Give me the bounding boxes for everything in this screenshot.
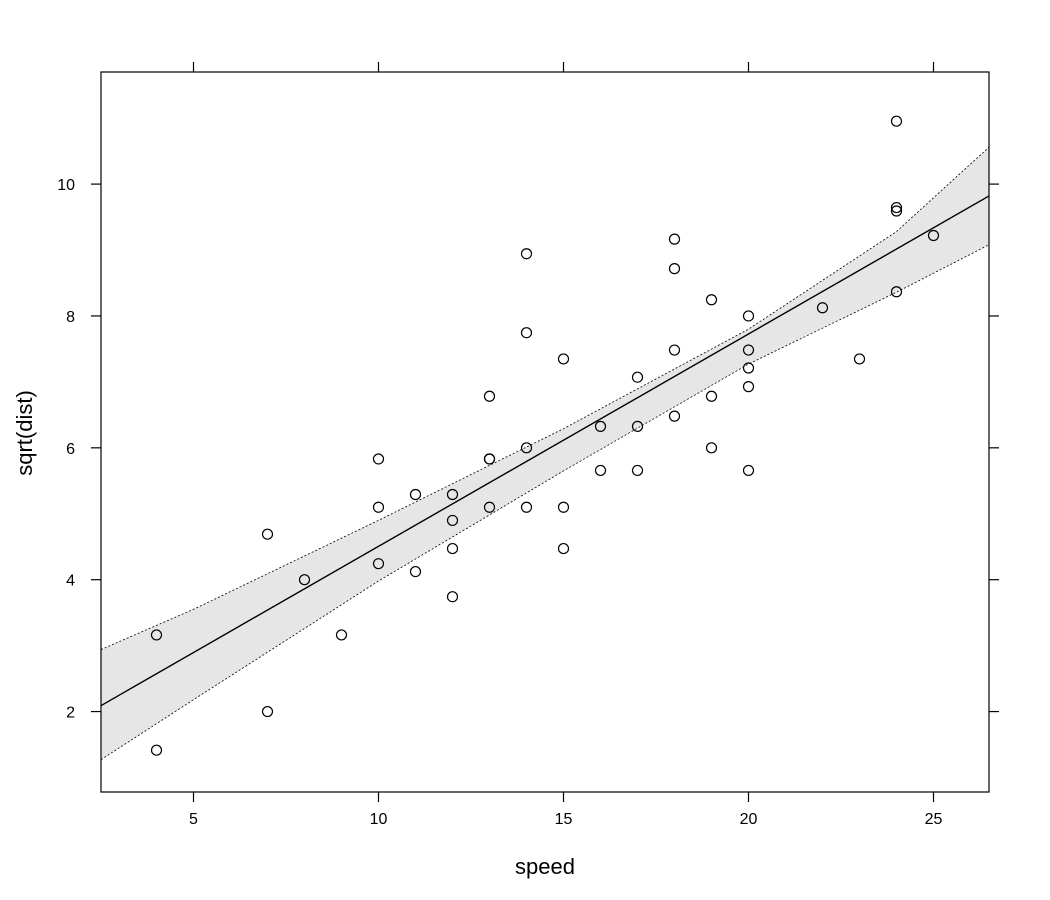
x-tick-label: 20 xyxy=(740,811,758,828)
data-point xyxy=(446,514,459,527)
data-point xyxy=(853,353,866,365)
data-point xyxy=(742,381,755,393)
data-point xyxy=(483,453,496,465)
data-point xyxy=(520,501,533,513)
data-point xyxy=(483,501,496,513)
data-point xyxy=(446,591,459,603)
y-tick-label: 6 xyxy=(66,441,75,458)
confidence-band-lower xyxy=(101,244,989,761)
data-point xyxy=(668,233,681,245)
y-tick-label: 2 xyxy=(66,705,75,722)
data-point xyxy=(668,410,681,422)
x-tick-label: 5 xyxy=(189,811,198,828)
data-point xyxy=(742,310,755,322)
data-point xyxy=(927,229,940,242)
x-tick-label: 10 xyxy=(370,811,388,828)
fit-line-layer xyxy=(101,195,989,707)
data-point xyxy=(594,420,607,432)
data-point xyxy=(742,344,755,356)
data-point xyxy=(483,390,496,402)
data-point xyxy=(372,558,385,570)
data-point xyxy=(446,542,459,555)
y-tick-label: 4 xyxy=(66,573,75,590)
data-point xyxy=(631,371,644,383)
data-point xyxy=(150,629,163,641)
data-point xyxy=(557,542,570,555)
data-point xyxy=(298,574,311,586)
data-point xyxy=(890,205,903,217)
data-point xyxy=(372,501,385,513)
data-point xyxy=(150,744,163,756)
data-point xyxy=(520,248,533,260)
x-tick-label: 25 xyxy=(925,811,943,828)
data-point xyxy=(261,705,274,718)
data-point xyxy=(890,115,903,127)
data-point xyxy=(261,528,274,540)
data-point xyxy=(335,629,348,641)
data-point xyxy=(557,353,570,365)
data-point xyxy=(409,565,422,578)
data-point xyxy=(409,488,422,501)
data-point xyxy=(742,362,755,374)
plot-frame xyxy=(100,71,990,793)
data-point xyxy=(520,442,533,454)
data-points-layer xyxy=(150,115,940,756)
x-tick-label: 15 xyxy=(555,811,573,828)
data-point xyxy=(631,420,644,432)
data-point xyxy=(594,464,607,477)
data-point xyxy=(705,442,718,454)
confidence-band-layer xyxy=(101,146,989,761)
data-point xyxy=(705,294,718,306)
data-point xyxy=(557,501,570,513)
confidence-band-upper xyxy=(101,146,989,650)
y-tick-label: 8 xyxy=(66,309,75,326)
confidence-band-fill xyxy=(101,147,989,760)
data-point xyxy=(668,344,681,356)
fit-line xyxy=(101,195,989,707)
data-point xyxy=(372,453,385,465)
y-tick-label: 10 xyxy=(57,177,75,194)
data-point xyxy=(631,464,644,477)
data-point xyxy=(742,464,755,477)
axes-layer: 5 10 15 20 25 2 4 6 8 10 xyxy=(57,62,999,828)
data-point xyxy=(668,263,681,275)
y-axis-title: sqrt(dist) xyxy=(12,390,37,476)
data-point xyxy=(446,488,459,501)
x-axis-title: speed xyxy=(515,854,575,879)
data-point xyxy=(705,390,718,402)
data-point xyxy=(890,286,903,298)
data-point xyxy=(520,327,533,339)
data-point xyxy=(816,302,829,314)
data-point xyxy=(890,201,903,214)
